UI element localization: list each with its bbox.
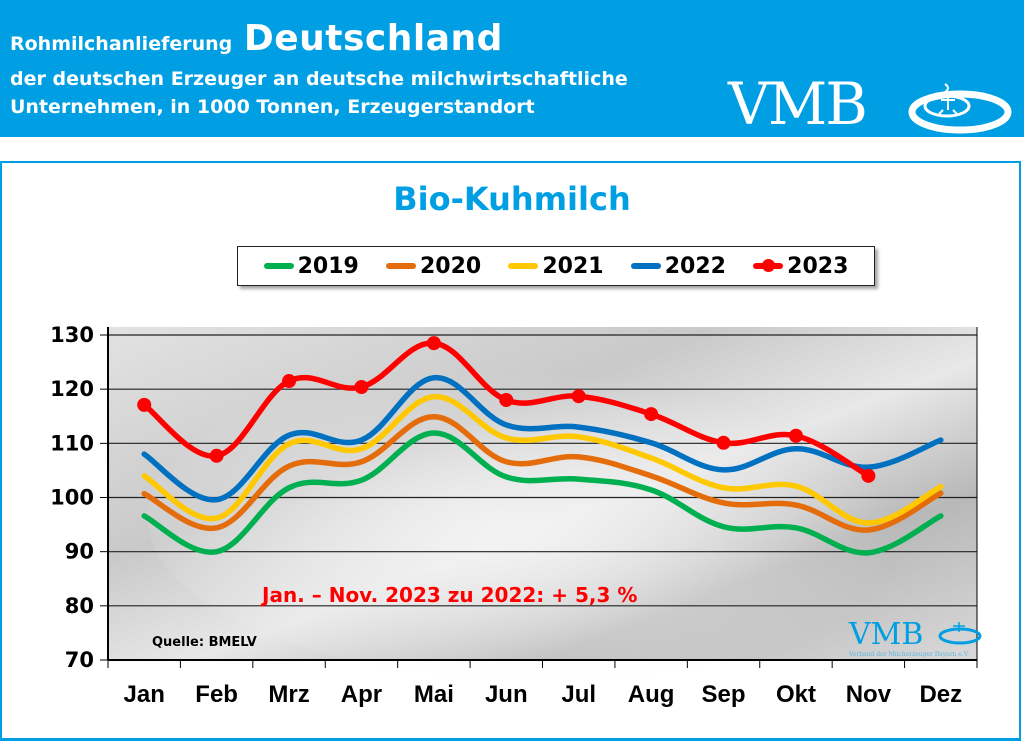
legend-swatch-2020 <box>385 263 416 269</box>
y-tick-label-90: 90 <box>65 540 94 564</box>
source-note: Quelle: BMELV <box>152 635 257 650</box>
vmb-logo-icon <box>908 83 1012 134</box>
line-2022 <box>141 375 944 503</box>
watermark-text: VMB <box>848 617 923 652</box>
header-banner: Rohmilchanlieferung Deutschland der deut… <box>0 0 1024 137</box>
x-tick-label-nov: Nov <box>846 681 892 708</box>
header-line3: Unternehmen, in 1000 Tonnen, Erzeugersta… <box>10 96 535 118</box>
line-2021 <box>141 393 944 526</box>
legend-label-2019: 2019 <box>297 253 359 279</box>
legend-swatch-2023 <box>753 259 784 272</box>
watermark-logo: VMB Verband der Milcherzeuger Bayern e.V… <box>848 617 982 658</box>
legend-item-2020: 2020 <box>385 253 482 279</box>
line-2020 <box>141 414 944 533</box>
plot-background <box>108 327 977 680</box>
gridlines <box>108 334 977 607</box>
series-2020 <box>141 414 944 533</box>
legend-marker-2023 <box>762 259 776 272</box>
x-tick-label-sep: Sep <box>702 681 746 708</box>
line-2019 <box>141 430 944 556</box>
legend-item-2019: 2019 <box>263 253 359 279</box>
point-2023-apr <box>354 380 369 394</box>
watermark-icon <box>938 622 982 645</box>
legend-item-2021: 2021 <box>508 253 604 279</box>
x-tick-label-mai: Mai <box>414 681 454 708</box>
y-tick-label-120: 120 <box>50 377 94 401</box>
header-subject: Rohmilchanlieferung <box>10 33 233 55</box>
series-2023 <box>137 336 876 483</box>
x-tick-label-mrz: Mrz <box>268 681 309 708</box>
y-axis-ticks: 70 80 90 100 110 120 130 <box>50 323 108 672</box>
y-tick-label-70: 70 <box>65 648 94 672</box>
x-tick-label-jul: Jul <box>561 681 596 708</box>
chart-title: Bio-Kuhmilch <box>393 180 631 218</box>
y-tick-label-110: 110 <box>50 431 94 455</box>
x-axis-ticks: Jan Feb Mrz Apr Mai Jun Jul Aug Sep Okt Nov Dez <box>107 660 978 708</box>
point-2023-jul <box>571 389 586 404</box>
legend-item-2023: 2023 <box>753 254 848 279</box>
x-tick-label-jan: Jan <box>124 681 165 708</box>
x-tick-label-dez: Dez <box>919 681 962 708</box>
legend-label-2020: 2020 <box>419 253 482 279</box>
series-lines <box>137 336 944 556</box>
point-2023-okt <box>788 428 803 443</box>
series-2022 <box>141 375 944 503</box>
vmb-logo-text: VMB <box>728 70 868 138</box>
chart-frame <box>0 161 1021 741</box>
point-2023-nov <box>861 468 876 483</box>
point-2023-mai <box>426 336 441 351</box>
legend-swatch-2021 <box>508 263 539 269</box>
legend-swatch-2019 <box>263 263 294 269</box>
y-tick-label-130: 130 <box>50 323 94 347</box>
point-2023-sep <box>716 435 731 450</box>
y-tick-label-100: 100 <box>50 486 94 510</box>
point-2023-mrz <box>282 374 297 389</box>
legend-label-2022: 2022 <box>664 253 726 279</box>
legend-label-2021: 2021 <box>542 253 604 279</box>
header-line1: Rohmilchanlieferung Deutschland <box>10 18 503 59</box>
point-2023-aug <box>644 407 659 422</box>
series-2019 <box>141 430 944 556</box>
x-tick-label-okt: Okt <box>776 681 816 708</box>
watermark-subtext: Verband der Milcherzeuger Bayern e.V. <box>848 651 969 658</box>
point-2023-jun <box>499 393 514 407</box>
point-2023-feb <box>209 448 224 463</box>
legend-item-2022: 2022 <box>630 253 726 279</box>
line-2023 <box>141 340 872 479</box>
annotation-growth: Jan. – Nov. 2023 zu 2022: + 5,3 % <box>260 583 637 607</box>
legend-label-2023: 2023 <box>787 253 849 279</box>
x-tick-label-jun: Jun <box>485 681 528 708</box>
x-tick-label-feb: Feb <box>195 681 238 708</box>
x-tick-label-aug: Aug <box>628 681 675 708</box>
chart-legend: 2019 2020 2021 2022 2023 <box>237 246 875 286</box>
y-tick-label-80: 80 <box>65 594 94 618</box>
legend-swatch-2022 <box>630 263 661 269</box>
header-line2: der deutschen Erzeuger an deutsche milch… <box>10 68 628 90</box>
x-tick-label-apr: Apr <box>341 681 382 708</box>
point-2023-jan <box>137 397 152 412</box>
series-2021 <box>141 393 944 526</box>
header-country: Deutschland <box>243 18 503 59</box>
plot-highlight <box>147 355 938 680</box>
